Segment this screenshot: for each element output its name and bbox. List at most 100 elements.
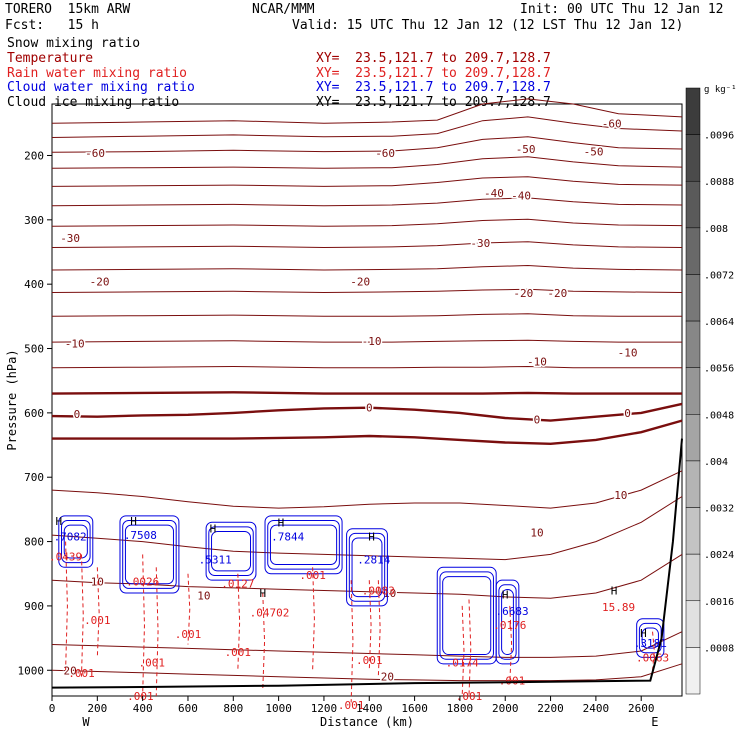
field-cloud-water: Cloud water mixing ratio <box>7 80 195 95</box>
y-tick-label: 400 <box>24 278 44 291</box>
rain-contour <box>237 573 241 671</box>
cloud-water-contour <box>264 515 343 575</box>
temperature-label: -10 <box>65 337 85 350</box>
cloud-water-contour <box>205 521 257 581</box>
colorbar-step <box>685 460 701 508</box>
rain-contour <box>80 554 84 677</box>
rain-label: .001 <box>175 628 202 641</box>
rain-label: .0127 <box>221 577 254 590</box>
cloud-water-contour <box>348 532 386 602</box>
temperature-label: 20 <box>381 671 394 684</box>
colorbar-step <box>685 367 701 415</box>
cloud-water-contour <box>495 579 520 665</box>
temperature-label: 10 <box>530 527 543 540</box>
temperature-label: -30 <box>60 232 80 245</box>
rain-label: .04702 <box>250 606 290 619</box>
rain-label: .001 <box>299 569 326 582</box>
rain-label: .0439 <box>49 550 82 563</box>
cloud-water-contour <box>636 618 665 658</box>
field-rain: Rain water mixing ratio <box>7 66 188 81</box>
colorbar-step <box>685 134 701 182</box>
temperature-label: -20 <box>547 287 567 300</box>
colorbar-label: .004 <box>704 457 728 468</box>
colorbar-label: .0016 <box>704 597 734 608</box>
y-axis-title: Pressure (hPa) <box>5 349 19 450</box>
temperature-label: -40 <box>511 189 531 202</box>
rain-label: .001 <box>84 614 111 627</box>
temperature-contour <box>51 156 683 169</box>
temperature-label: 0 <box>624 407 631 420</box>
cloud-water-label: .7082 <box>54 530 87 543</box>
y-tick-label: 300 <box>24 214 44 227</box>
temperature-label: -10 <box>527 355 547 368</box>
colorbar-label: .0024 <box>704 550 734 561</box>
field-temperature-xy: XY= 23.5,121.7 to 209.7,128.7 <box>316 51 551 66</box>
colorbar-label: .0048 <box>704 410 734 421</box>
colorbar-unit: g kg⁻¹ <box>704 85 737 95</box>
west-label: W <box>82 715 90 729</box>
rain-label: .001 <box>356 654 383 667</box>
cloud-water-label: .2814 <box>357 554 390 567</box>
cloud-water-label: .6683 <box>495 605 528 618</box>
cloud-water-contour <box>351 537 383 598</box>
temperature-contour <box>51 116 683 138</box>
x-tick-label: 1200 <box>311 702 338 715</box>
rain-contour <box>461 605 465 697</box>
y-tick-label: 800 <box>24 536 44 549</box>
rain-label: .0063 <box>636 651 669 664</box>
cloud-water-label: H <box>210 523 217 536</box>
x-tick-label: 1600 <box>401 702 428 715</box>
colorbar-step <box>685 320 701 368</box>
rain-contour <box>155 567 159 697</box>
rain-label: .001 <box>138 657 165 670</box>
x-tick-label: 1000 <box>265 702 292 715</box>
cloud-water-label: H <box>368 530 375 543</box>
temperature-label: -60 <box>602 117 622 130</box>
y-tick-label: 1000 <box>18 664 45 677</box>
rain-label: .0083 <box>362 584 395 597</box>
forecast-hour: Fcst: 15 h <box>5 18 99 33</box>
temperature-label: -10 <box>362 335 382 348</box>
temperature-contour <box>51 218 683 227</box>
temperature-contour <box>51 176 683 187</box>
rain-contour <box>350 580 354 703</box>
cloud-water-label: H <box>55 515 62 528</box>
colorbar-label: .0088 <box>704 177 734 188</box>
rain-contour <box>312 567 315 671</box>
rain-contour <box>65 541 68 671</box>
temperature-contour <box>51 391 682 395</box>
field-temperature: Temperature <box>7 51 94 66</box>
model-title: TORERO 15km ARW <box>5 2 131 17</box>
y-tick-label: 900 <box>24 600 44 613</box>
colorbar-label: .008 <box>704 224 728 235</box>
cloud-water-contour <box>267 519 340 570</box>
temperature-label: 0 <box>534 413 541 426</box>
temperature-contour <box>51 313 682 317</box>
valid-time: Valid: 15 UTC Thu 12 Jan 12 (12 LST Thu … <box>292 18 684 33</box>
rain-contour <box>262 593 266 690</box>
y-tick-label: 500 <box>24 343 44 356</box>
colorbar-step <box>685 87 701 135</box>
rain-contour <box>142 554 145 697</box>
x-tick-label: 1800 <box>447 702 474 715</box>
cloud-water-label: H <box>130 515 137 528</box>
x-tick-label: 2200 <box>537 702 564 715</box>
colorbar-label: .0064 <box>704 317 734 328</box>
colorbar-label: .0072 <box>704 270 734 281</box>
field-rain-xy: XY= 23.5,121.7 to 209.7,128.7 <box>316 66 551 81</box>
temperature-contour <box>51 496 683 561</box>
x-tick-label: 200 <box>87 702 107 715</box>
temperature-label: 10 <box>91 575 104 588</box>
colorbar-step <box>685 647 701 695</box>
rain-contour <box>187 573 191 645</box>
temperature-label: -50 <box>516 143 536 156</box>
temperature-label: 10 <box>197 590 210 603</box>
colorbar-label: .0008 <box>704 643 734 654</box>
temperature-contour <box>51 402 683 422</box>
rain-label: .001 <box>127 690 154 703</box>
temperature-label: 0 <box>366 402 373 415</box>
rain-label: H <box>611 584 618 597</box>
cloud-water-contour <box>211 531 252 572</box>
rain-label: .001 <box>338 699 365 712</box>
